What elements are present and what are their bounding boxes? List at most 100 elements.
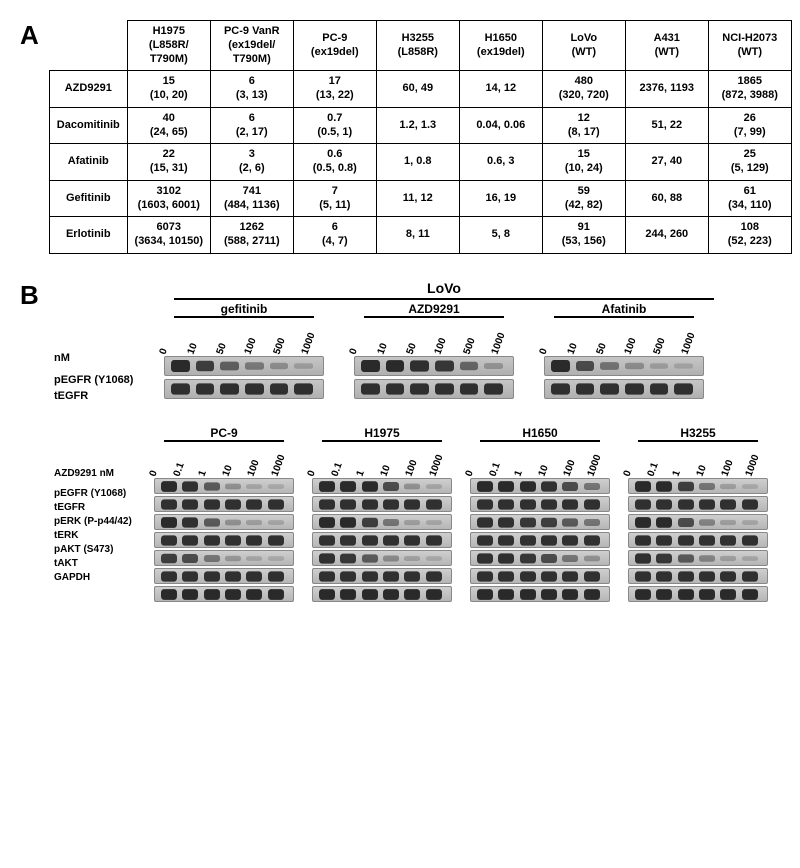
- cell-line-title: H3255: [638, 426, 758, 442]
- lbl-terk: tERK: [54, 530, 154, 541]
- table-cell: 60, 49: [376, 71, 459, 108]
- panel-a: A H1975(L858R/T790M) PC-9 VanR(ex19del/T…: [20, 20, 780, 254]
- treatment-label: AZD9291: [364, 302, 504, 318]
- table-cell: 15(10, 24): [542, 144, 625, 181]
- dose-label: 10: [695, 465, 709, 478]
- table-cell: 25(5, 129): [708, 144, 791, 181]
- western-blot-lane: [628, 478, 768, 494]
- row-header: Afatinib: [49, 144, 127, 181]
- col-pc9vanr: PC-9 VanR(ex19del/T790M): [210, 21, 293, 71]
- lovo-panel-azd9291: AZD9291010501005001000: [354, 302, 514, 402]
- table-cell: 0.04, 0.06: [459, 107, 542, 144]
- table-cell: 17(13, 22): [293, 71, 376, 108]
- lovo-panel-gefitinib: gefitinib010501005001000: [164, 302, 324, 402]
- table-cell: 3102(1603, 6001): [127, 180, 210, 217]
- western-blot-lane: [154, 550, 294, 566]
- table-cell: 6073(3634, 10150): [127, 217, 210, 254]
- dose-label: 1000: [586, 465, 600, 478]
- lower-panel-pc-9: PC-900.11101001000: [154, 426, 294, 604]
- table-cell: 3(2, 6): [210, 144, 293, 181]
- western-blot-lane: [628, 586, 768, 602]
- table-cell: 8, 11: [376, 217, 459, 254]
- table-cell: 6(3, 13): [210, 71, 293, 108]
- table-row: Gefitinib3102(1603, 6001)741(484, 1136)7…: [49, 180, 791, 217]
- col-h3255: H3255(L858R): [376, 21, 459, 71]
- western-blot-lane: [470, 496, 610, 512]
- dose-label: 1000: [300, 343, 314, 356]
- table-cell: 11, 12: [376, 180, 459, 217]
- row-header: Erlotinib: [49, 217, 127, 254]
- dose-label: 10: [376, 343, 390, 356]
- western-blot-lane: [312, 532, 452, 548]
- table-cell: 51, 22: [625, 107, 708, 144]
- western-blot-lane: [470, 586, 610, 602]
- row-header: Gefitinib: [49, 180, 127, 217]
- col-h1975: H1975(L858R/T790M): [127, 21, 210, 71]
- dose-label: 1: [512, 465, 526, 478]
- lovo-block: LoVo nM pEGFR (Y1068) tEGFR gefitinib010…: [54, 280, 774, 402]
- dose-label: 0: [622, 465, 636, 478]
- western-blot-lane: [154, 514, 294, 530]
- dose-label: 100: [243, 343, 257, 356]
- western-blot-lane: [164, 379, 324, 399]
- ic50-table: H1975(L858R/T790M) PC-9 VanR(ex19del/T79…: [49, 20, 792, 254]
- dose-label: 0.1: [172, 465, 186, 478]
- table-cell: 1, 0.8: [376, 144, 459, 181]
- table-cell: 244, 260: [625, 217, 708, 254]
- western-blot-lane: [628, 550, 768, 566]
- dose-label: 1000: [680, 343, 694, 356]
- lbl-gapdh: GAPDH: [54, 572, 154, 583]
- western-blot-lane: [312, 550, 452, 566]
- western-blot-lane: [154, 586, 294, 602]
- western-blot-lane: [164, 356, 324, 376]
- western-blot-lane: [312, 568, 452, 584]
- table-cell: 0.6, 3: [459, 144, 542, 181]
- table-cell: 12(8, 17): [542, 107, 625, 144]
- lovo-panel-afatinib: Afatinib010501005001000: [544, 302, 704, 402]
- table-cell: 60, 88: [625, 180, 708, 217]
- dose-label: 0: [348, 343, 362, 356]
- panel-b-label: B: [20, 280, 54, 311]
- dose-label: 500: [271, 343, 285, 356]
- table-cell: 61(34, 110): [708, 180, 791, 217]
- dose-row: 010501005001000: [354, 320, 514, 356]
- western-blot-lane: [312, 586, 452, 602]
- lovo-label-tegfr: tEGFR: [54, 390, 164, 402]
- table-cell: 7(5, 11): [293, 180, 376, 217]
- lower-drug-label: AZD9291 nM: [54, 468, 154, 479]
- lower-panel-h1975: H197500.11101001000: [312, 426, 452, 604]
- row-header: AZD9291: [49, 71, 127, 108]
- western-blot-lane: [544, 356, 704, 376]
- azd9291-multiblot: AZD9291 nM pEGFR (Y1068) tEGFR pERK (P-p…: [54, 426, 774, 604]
- dose-row: 00.11101001000: [470, 444, 610, 478]
- table-cell: 22(15, 31): [127, 144, 210, 181]
- table-corner: [49, 21, 127, 71]
- col-a431: A431(WT): [625, 21, 708, 71]
- table-row: AZD929115(10, 20)6(3, 13)17(13, 22)60, 4…: [49, 71, 791, 108]
- cell-line-title: H1650: [480, 426, 600, 442]
- dose-label: 100: [245, 465, 259, 478]
- dose-label: 1: [354, 465, 368, 478]
- western-blot-lane: [154, 568, 294, 584]
- cell-line-title: PC-9: [164, 426, 284, 442]
- table-cell: 40(24, 65): [127, 107, 210, 144]
- western-blot-lane: [628, 568, 768, 584]
- dose-label: 500: [651, 343, 665, 356]
- western-blot-lane: [470, 514, 610, 530]
- treatment-label: gefitinib: [174, 302, 314, 318]
- table-row: Dacomitinib40(24, 65)6(2, 17)0.7(0.5, 1)…: [49, 107, 791, 144]
- table-cell: 741(484, 1136): [210, 180, 293, 217]
- lower-row-labels: AZD9291 nM pEGFR (Y1068) tEGFR pERK (P-p…: [54, 426, 154, 604]
- dose-label: 500: [461, 343, 475, 356]
- table-cell: 91(53, 156): [542, 217, 625, 254]
- lbl-tegfr: tEGFR: [54, 502, 154, 513]
- dose-row: 00.11101001000: [628, 444, 768, 478]
- dose-label: 10: [186, 343, 200, 356]
- dose-label: 0.1: [330, 465, 344, 478]
- table-row: Erlotinib6073(3634, 10150)1262(588, 2711…: [49, 217, 791, 254]
- western-blot-lane: [312, 514, 452, 530]
- dose-label: 0.1: [646, 465, 660, 478]
- dose-label: 0: [306, 465, 320, 478]
- col-h2073: NCI-H2073(WT): [708, 21, 791, 71]
- lbl-takt: tAKT: [54, 558, 154, 569]
